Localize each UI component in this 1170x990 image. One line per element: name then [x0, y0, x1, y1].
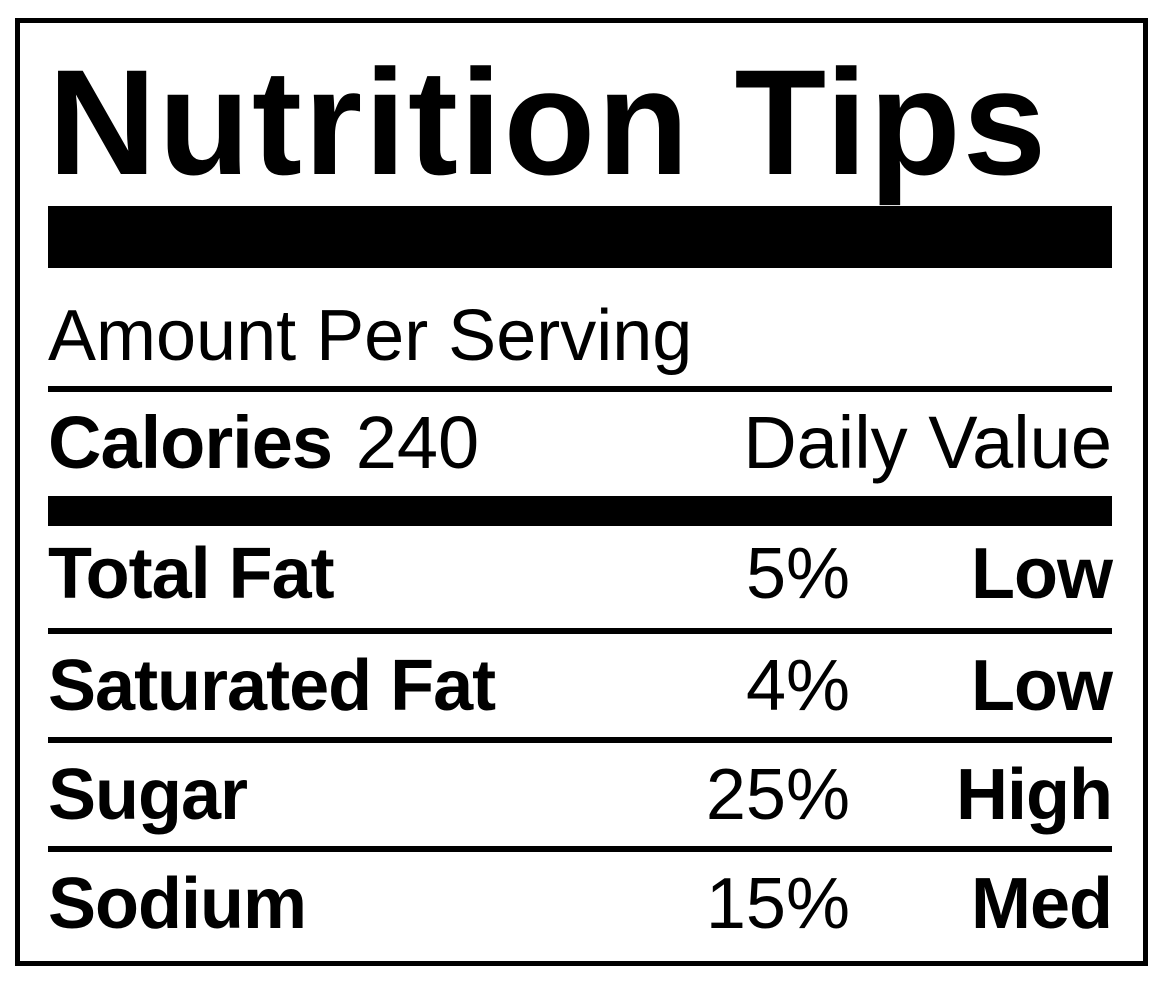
- thin-rule-2: [48, 737, 1112, 743]
- calories-row: Calories 240 Daily Value: [48, 404, 1112, 482]
- nutrient-row-sugar: Sugar 25% High: [48, 755, 1113, 835]
- nutrition-label-box: Nutrition Tips Amount Per Serving Calori…: [15, 18, 1148, 966]
- thin-rule-1: [48, 628, 1112, 634]
- thin-rule-3: [48, 846, 1112, 852]
- calories-group: Calories 240: [48, 404, 479, 482]
- nutrient-name: Total Fat: [48, 534, 335, 614]
- thick-divider-bar: [48, 206, 1112, 268]
- daily-value-header: Daily Value: [743, 401, 1112, 484]
- nutrient-row-total-fat: Total Fat 5% Low: [48, 534, 1113, 614]
- nutrient-main: Saturated Fat 4%: [48, 648, 850, 724]
- amount-per-serving-header: Amount Per Serving: [48, 296, 693, 376]
- nutrient-level: Low: [971, 534, 1113, 614]
- nutrient-level: Med: [971, 864, 1113, 944]
- nutrient-name: Sodium: [48, 864, 307, 944]
- nutrient-row-sodium: Sodium 15% Med: [48, 864, 1113, 944]
- medium-divider-bar: [48, 496, 1112, 526]
- nutrient-main: Sodium 15%: [48, 866, 850, 942]
- nutrient-percent: 25%: [705, 755, 850, 835]
- nutrient-percent: 15%: [705, 864, 850, 944]
- nutrient-main: Sugar 25%: [48, 757, 850, 833]
- nutrient-row-saturated-fat: Saturated Fat 4% Low: [48, 646, 1113, 726]
- nutrient-percent: 5%: [745, 534, 850, 614]
- nutrient-name: Saturated Fat: [48, 646, 496, 726]
- calories-value: 240: [355, 401, 480, 484]
- nutrient-percent: 4%: [745, 646, 850, 726]
- nutrient-level: High: [956, 755, 1113, 835]
- label-title: Nutrition Tips: [48, 38, 1049, 206]
- nutrient-main: Total Fat 5%: [48, 536, 850, 612]
- nutrient-level: Low: [971, 646, 1113, 726]
- nutrient-name: Sugar: [48, 755, 248, 835]
- thin-rule-serving: [48, 386, 1112, 392]
- calories-label: Calories: [48, 401, 333, 484]
